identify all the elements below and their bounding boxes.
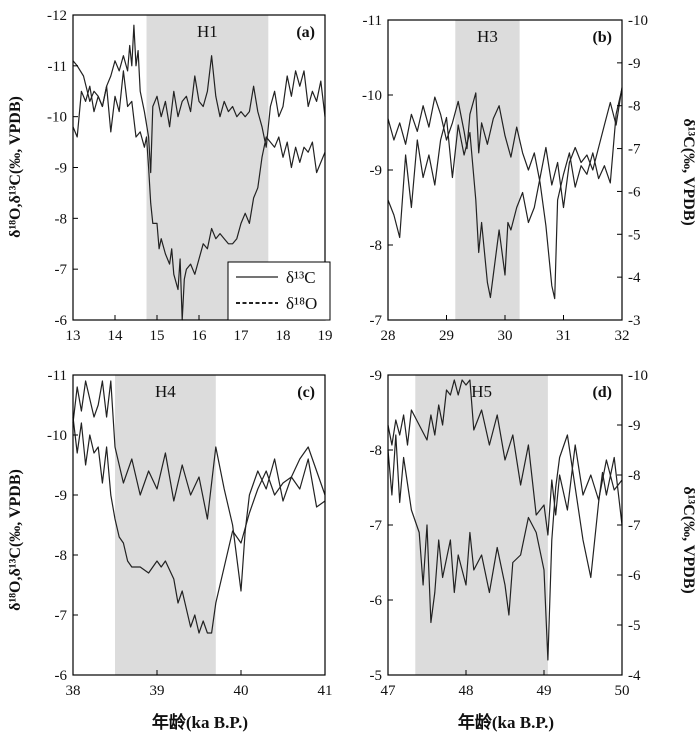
x-tick-label-a: 13 bbox=[66, 328, 81, 344]
y-tick-label-left-a: -6 bbox=[55, 313, 68, 329]
x-axis-label-right: 年龄(ka B.P.) bbox=[458, 712, 554, 732]
event-label-b: H3 bbox=[477, 27, 498, 46]
y-tick-label-right-d: -7 bbox=[628, 518, 641, 534]
y-axis-label-bottom-left: δ¹⁸O,δ¹³C(‰, VPDB) bbox=[7, 469, 24, 611]
y-tick-label-left-b: -7 bbox=[370, 313, 383, 329]
legend-label-d18o: δ¹⁸O bbox=[286, 294, 317, 313]
x-axis-label-left: 年龄(ka B.P.) bbox=[152, 712, 248, 732]
y-tick-label-left-c: -6 bbox=[55, 668, 68, 684]
y-tick-label-right-d: -5 bbox=[628, 618, 641, 634]
y-tick-label-left-a: -9 bbox=[55, 161, 68, 177]
plot-frame-c bbox=[72, 374, 326, 676]
y-axis-label-top-left: δ¹⁸O,δ¹³C(‰, VPDB) bbox=[7, 96, 24, 238]
panel-tag-d: (d) bbox=[592, 384, 612, 401]
x-tick-label-c: 41 bbox=[318, 683, 333, 699]
panel-tag-b: (b) bbox=[592, 29, 612, 46]
x-tick-label-a: 14 bbox=[108, 328, 124, 344]
x-tick-label-d: 49 bbox=[537, 683, 552, 699]
x-tick-label-c: 40 bbox=[234, 683, 249, 699]
x-tick-label-c: 39 bbox=[150, 683, 165, 699]
y-tick-label-right-d: -8 bbox=[628, 468, 641, 484]
y-tick-label-right-b: -7 bbox=[628, 142, 641, 158]
y-tick-label-left-a: -10 bbox=[47, 110, 67, 126]
series-line-d13c-a bbox=[72, 70, 326, 321]
y-tick-label-left-d: -8 bbox=[370, 443, 383, 459]
y-tick-label-left-d: -9 bbox=[370, 368, 383, 384]
y-tick-label-right-d: -10 bbox=[628, 368, 648, 384]
y-tick-label-right-d: -9 bbox=[628, 418, 641, 434]
x-tick-label-d: 47 bbox=[381, 683, 397, 699]
event-shade-c bbox=[115, 375, 216, 675]
x-tick-label-a: 17 bbox=[234, 328, 250, 344]
legend: δ¹³C δ¹⁸O bbox=[227, 261, 331, 321]
y-tick-label-right-b: -3 bbox=[628, 313, 641, 329]
y-axis-label-top-right: δ¹³C(‰, VPDB) bbox=[680, 118, 697, 225]
y-tick-label-left-a: -11 bbox=[48, 59, 67, 75]
y-tick-label-left-d: -5 bbox=[370, 668, 383, 684]
y-tick-label-left-b: -8 bbox=[370, 238, 383, 254]
event-shade-d bbox=[415, 375, 548, 675]
event-label-c: H4 bbox=[155, 382, 176, 401]
y-tick-label-right-b: -6 bbox=[628, 184, 641, 200]
x-tick-label-a: 18 bbox=[276, 328, 291, 344]
panel-a: H1 13 14 15 16 17 18 19 -6 -7 -8 -9 -10 -11 -12 (a) bbox=[47, 8, 333, 344]
x-tick-label-b: 32 bbox=[615, 328, 630, 344]
event-label-a: H1 bbox=[197, 22, 218, 41]
series-line-d13c-b bbox=[387, 88, 623, 300]
y-tick-label-right-b: -4 bbox=[628, 270, 641, 286]
x-tick-label-d: 50 bbox=[615, 683, 630, 699]
series-line-d13c-c bbox=[72, 416, 326, 634]
event-label-d: H5 bbox=[471, 382, 492, 401]
y-tick-label-left-c: -10 bbox=[47, 428, 67, 444]
x-tick-label-d: 48 bbox=[459, 683, 474, 699]
y-tick-label-left-c: -9 bbox=[55, 488, 68, 504]
event-shade-b bbox=[455, 20, 520, 320]
y-tick-label-right-b: -5 bbox=[628, 227, 641, 243]
series-line-d13c-d bbox=[387, 379, 623, 536]
x-tick-label-c: 38 bbox=[66, 683, 81, 699]
x-tick-label-b: 31 bbox=[556, 328, 571, 344]
y-tick-label-left-b: -10 bbox=[362, 88, 382, 104]
panel-b: H3 28 29 30 31 32 -7 -8 -9 -10 -11 -3 -4 -5 -6 -7 -8 -9 -1… bbox=[362, 13, 648, 344]
y-tick-label-right-b: -8 bbox=[628, 99, 641, 115]
y-tick-label-left-d: -6 bbox=[370, 593, 383, 609]
y-tick-label-left-a: -8 bbox=[55, 211, 68, 227]
panel-tag-c: (c) bbox=[297, 384, 315, 401]
y-axis-label-bottom-right: δ¹³C(‰, VPDB) bbox=[680, 486, 697, 593]
x-tick-label-b: 30 bbox=[498, 328, 513, 344]
y-tick-label-right-b: -10 bbox=[628, 13, 648, 29]
panel-c: H4 38 39 40 41 -6 -7 -8 -9 -10 -11 (c) bbox=[47, 368, 333, 699]
panel-d: H5 47 48 49 50 -5 -6 -7 -8 -9 -4 -5 -6 -7 -8 -9 -10 (d) bbox=[370, 368, 649, 699]
legend-label-d13c: δ¹³C bbox=[286, 268, 316, 287]
series-line-d13c-b bbox=[387, 87, 623, 299]
y-tick-label-left-a: -7 bbox=[55, 262, 68, 278]
panel-tag-a: (a) bbox=[296, 24, 315, 41]
x-tick-label-b: 28 bbox=[381, 328, 396, 344]
y-tick-label-left-d: -7 bbox=[370, 518, 383, 534]
y-tick-label-left-a: -12 bbox=[47, 8, 67, 24]
series-line-d13c-c bbox=[72, 380, 326, 592]
y-tick-label-left-b: -9 bbox=[370, 163, 383, 179]
x-tick-label-a: 19 bbox=[318, 328, 333, 344]
series-line-d13c-d bbox=[387, 434, 623, 661]
y-tick-label-right-d: -4 bbox=[628, 668, 641, 684]
series-line-d13c-a bbox=[72, 24, 326, 174]
y-tick-label-right-b: -9 bbox=[628, 56, 641, 72]
y-tick-label-right-d: -6 bbox=[628, 568, 641, 584]
x-tick-label-a: 15 bbox=[150, 328, 165, 344]
x-tick-label-b: 29 bbox=[439, 328, 454, 344]
y-tick-label-left-c: -8 bbox=[55, 548, 68, 564]
y-tick-label-left-b: -11 bbox=[363, 13, 382, 29]
y-tick-label-left-c: -7 bbox=[55, 608, 68, 624]
x-tick-label-a: 16 bbox=[192, 328, 208, 344]
y-tick-label-left-c: -11 bbox=[48, 368, 67, 384]
legend-box bbox=[227, 261, 331, 321]
